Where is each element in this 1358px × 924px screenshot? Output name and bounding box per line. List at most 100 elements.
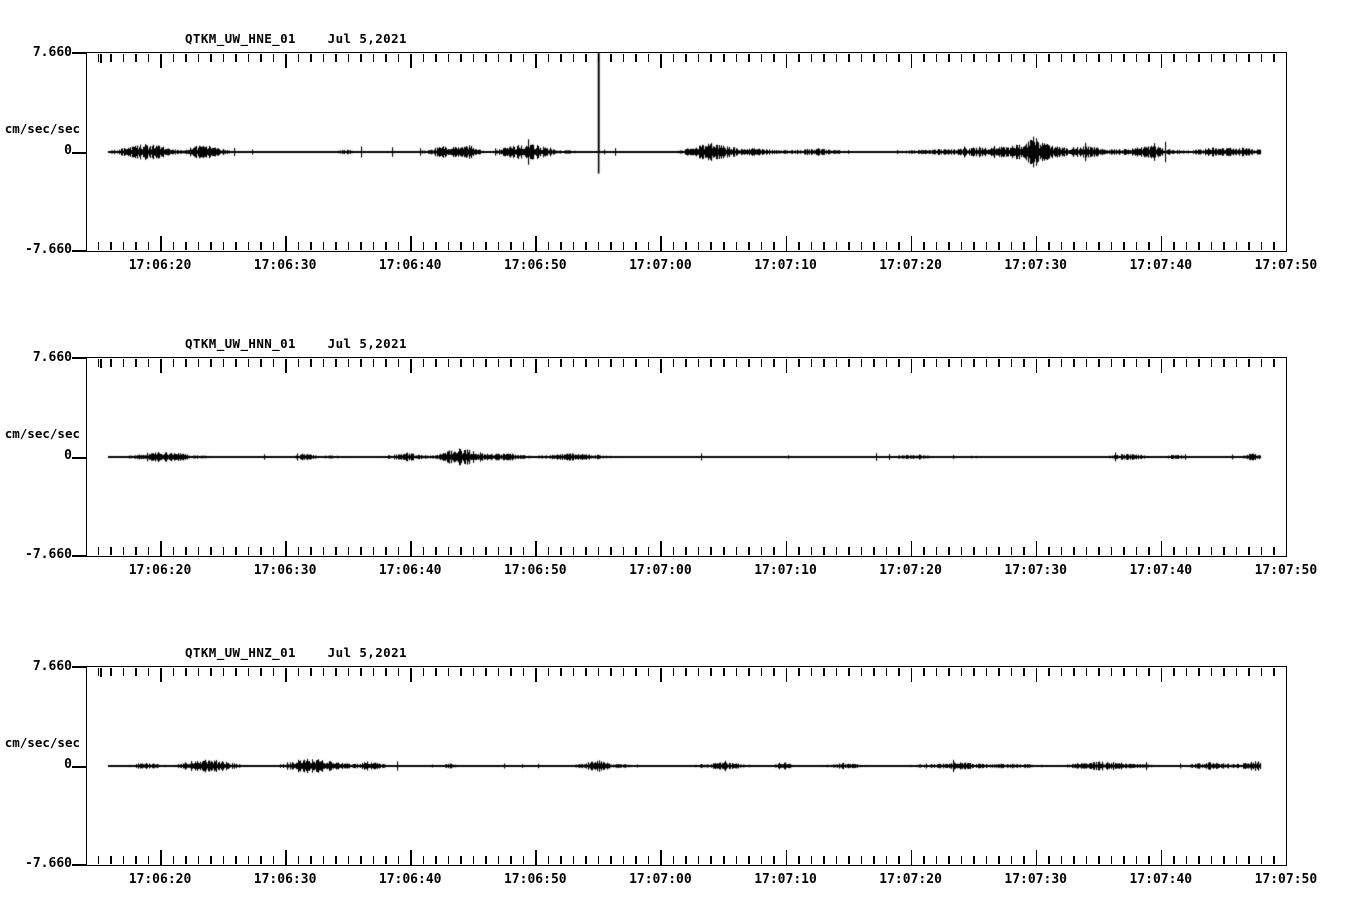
x-axis-minor-tick xyxy=(1273,856,1275,865)
x-axis-minor-tick xyxy=(723,667,725,676)
x-axis-minor-tick xyxy=(597,856,600,865)
y-axis-min-label-hnn: -7.660 xyxy=(25,547,72,562)
x-axis-major-tick xyxy=(785,667,788,682)
x-axis-minor-tick xyxy=(1110,667,1113,676)
x-axis-minor-tick xyxy=(472,547,475,556)
x-axis-minor-tick xyxy=(1148,547,1150,556)
x-axis-minor-tick xyxy=(647,242,650,251)
x-axis-minor-tick xyxy=(973,667,975,676)
x-axis-minor-tick xyxy=(422,667,425,676)
x-axis-minor-tick xyxy=(1210,856,1213,865)
x-axis-tick-label: 17:06:30 xyxy=(253,258,317,273)
x-axis-minor-tick xyxy=(823,856,825,865)
x-axis-minor-tick xyxy=(1185,667,1188,676)
x-axis-minor-tick xyxy=(1048,242,1050,251)
x-axis-minor-tick xyxy=(347,358,350,367)
x-axis-minor-tick xyxy=(235,358,237,367)
x-axis-tick-label: 17:06:20 xyxy=(128,872,192,887)
x-axis-major-tick xyxy=(1035,358,1038,373)
x-axis-major-tick xyxy=(285,541,287,556)
x-axis-minor-tick xyxy=(860,856,863,865)
y-axis-zero-label-hnn: 0 xyxy=(64,448,72,463)
x-axis-minor-tick xyxy=(873,358,875,367)
x-axis-minor-tick xyxy=(172,856,174,865)
x-axis-minor-tick xyxy=(572,667,575,676)
x-axis-tick-label: 17:07:40 xyxy=(1129,258,1193,273)
x-axis-major-tick xyxy=(285,236,287,251)
panel-title-hne: QTKM_UW_HNE_01 Jul 5,2021 xyxy=(185,31,407,46)
x-axis-tick-label: 17:06:40 xyxy=(378,872,442,887)
x-axis-minor-tick xyxy=(860,242,863,251)
x-axis-minor-tick xyxy=(748,358,750,367)
x-axis-minor-tick xyxy=(1273,242,1275,251)
x-axis-minor-tick xyxy=(310,547,312,556)
x-axis-minor-tick xyxy=(973,358,975,367)
x-axis-minor-tick xyxy=(823,53,825,62)
x-axis-minor-tick xyxy=(1060,856,1063,865)
x-axis-minor-tick xyxy=(810,242,812,251)
x-axis-minor-tick xyxy=(885,547,888,556)
x-axis-major-tick xyxy=(1285,358,1288,373)
x-axis-minor-tick xyxy=(948,358,950,367)
x-axis-major-tick xyxy=(1285,53,1288,68)
x-axis-minor-tick xyxy=(1023,242,1025,251)
x-axis-minor-tick xyxy=(372,242,375,251)
x-axis-minor-tick xyxy=(147,856,149,865)
x-axis-minor-tick xyxy=(685,358,687,367)
x-axis-minor-tick xyxy=(435,856,437,865)
x-axis-minor-tick xyxy=(835,667,837,676)
x-axis-minor-tick xyxy=(735,358,737,367)
x-axis-minor-tick xyxy=(297,856,300,865)
x-axis-minor-tick xyxy=(823,358,825,367)
x-axis-minor-tick xyxy=(135,547,137,556)
x-axis-minor-tick xyxy=(372,547,375,556)
x-axis-minor-tick xyxy=(622,667,625,676)
x-axis-minor-tick xyxy=(222,242,225,251)
x-axis-minor-tick xyxy=(122,667,124,676)
x-axis-major-tick xyxy=(1160,53,1163,68)
x-axis-major-tick xyxy=(410,850,412,865)
x-axis-minor-tick xyxy=(185,856,187,865)
x-axis-minor-tick xyxy=(873,242,875,251)
x-axis-minor-tick xyxy=(710,667,712,676)
x-axis-minor-tick xyxy=(385,856,387,865)
x-axis-minor-tick xyxy=(672,547,675,556)
x-axis-minor-tick xyxy=(1148,856,1150,865)
x-axis-minor-tick xyxy=(372,856,375,865)
x-axis-minor-tick xyxy=(1210,53,1213,62)
x-axis-minor-tick xyxy=(1248,856,1250,865)
x-axis-minor-tick xyxy=(1098,53,1100,62)
x-axis-minor-tick xyxy=(985,856,988,865)
x-axis-minor-tick xyxy=(185,667,187,676)
x-axis-minor-tick xyxy=(422,358,425,367)
x-axis-minor-tick xyxy=(1273,53,1275,62)
x-axis-minor-tick xyxy=(247,667,250,676)
x-axis-tick-label: 17:07:40 xyxy=(1129,872,1193,887)
x-axis-minor-tick xyxy=(360,856,362,865)
x-axis-minor-tick xyxy=(497,242,500,251)
x-axis-major-tick xyxy=(1035,850,1038,865)
x-axis-major-tick xyxy=(785,236,788,251)
x-axis-minor-tick xyxy=(310,358,312,367)
x-axis-minor-tick xyxy=(1210,358,1213,367)
x-axis-minor-tick xyxy=(222,667,225,676)
x-axis-minor-tick xyxy=(1123,667,1125,676)
x-axis-minor-tick xyxy=(485,667,487,676)
x-axis-minor-tick xyxy=(1260,358,1263,367)
waveform-trace-hnn xyxy=(87,358,1286,556)
x-axis-minor-tick xyxy=(923,856,925,865)
x-axis-minor-tick xyxy=(385,547,387,556)
y-axis-spine-stub xyxy=(100,53,102,63)
x-axis-minor-tick xyxy=(397,547,400,556)
x-axis-minor-tick xyxy=(1198,667,1200,676)
x-axis-major-tick xyxy=(910,667,913,682)
x-axis-minor-tick xyxy=(935,358,938,367)
y-axis-spine-stub xyxy=(100,667,102,677)
y-axis-min-label-hnz: -7.660 xyxy=(25,856,72,871)
x-axis-major-tick xyxy=(910,236,913,251)
x-axis-minor-tick xyxy=(810,856,812,865)
x-axis-minor-tick xyxy=(848,547,850,556)
x-axis-minor-tick xyxy=(310,53,312,62)
x-axis-tick-label: 17:06:40 xyxy=(378,563,442,578)
x-axis-minor-tick xyxy=(923,667,925,676)
